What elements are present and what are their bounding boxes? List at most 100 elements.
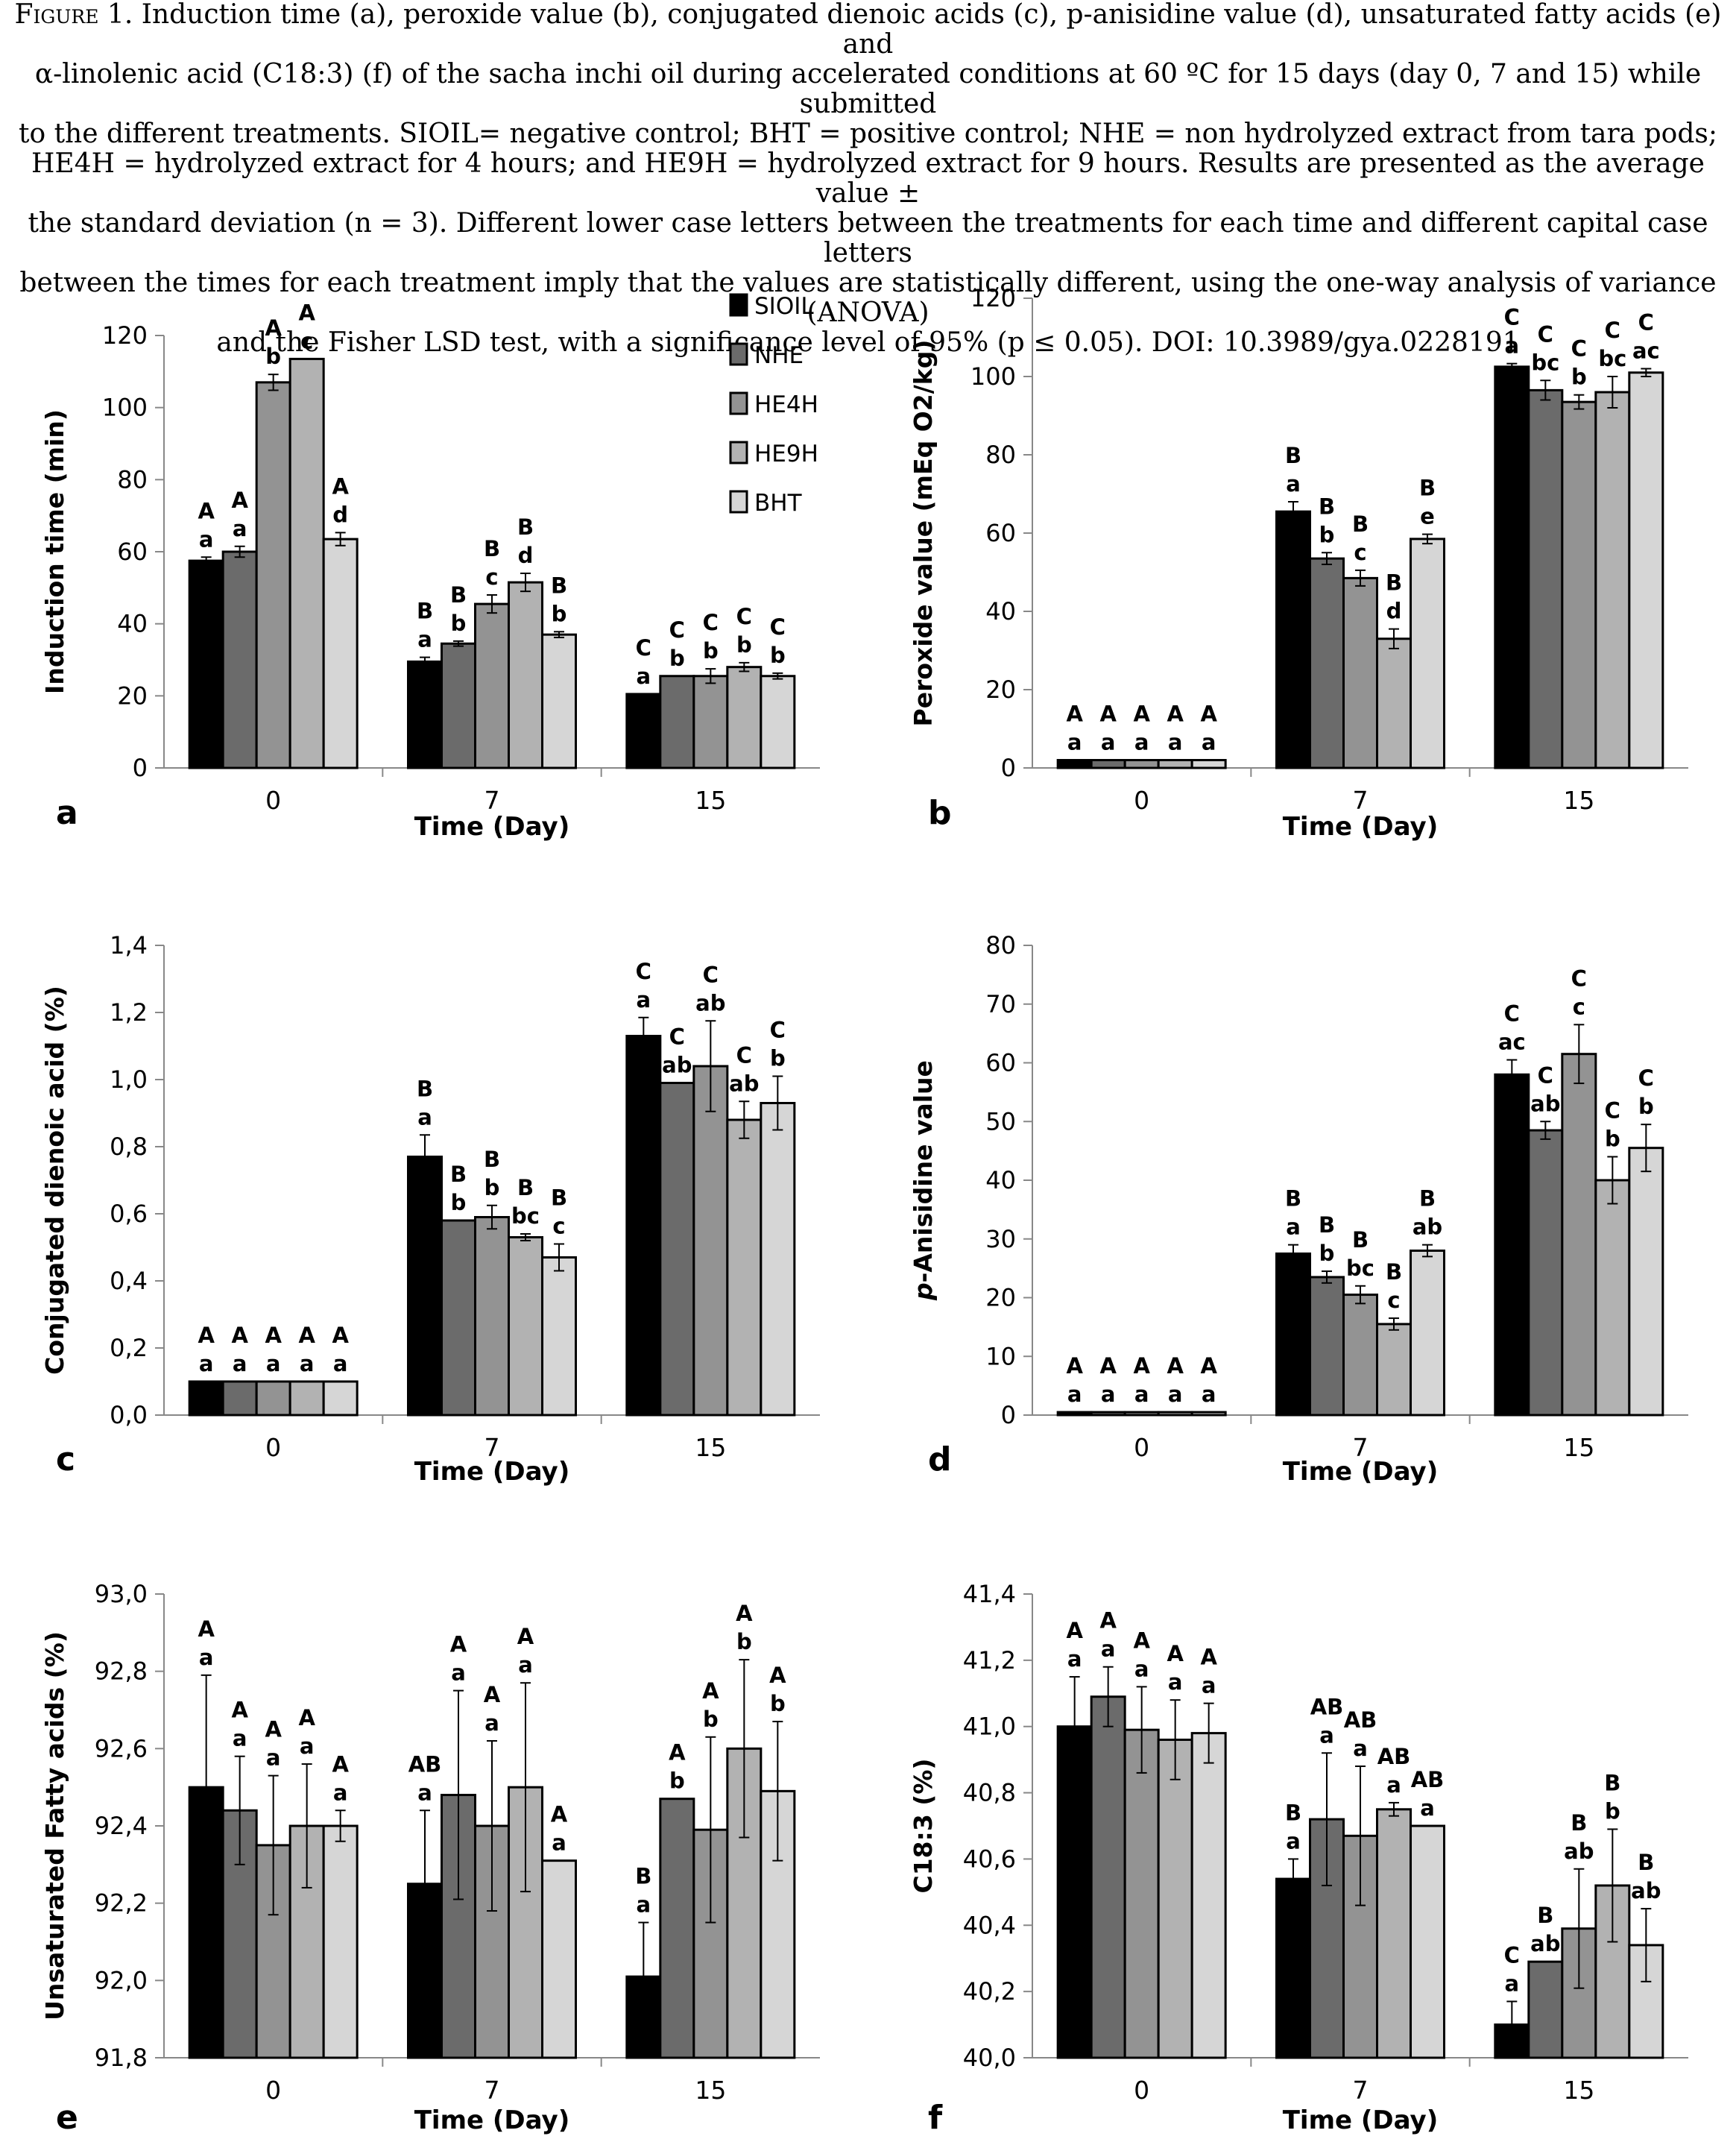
bar-he4h [1123,1728,1160,2059]
x-axis-title: Time (Day) [414,812,570,842]
significance-letter-lower: a [417,1780,432,1805]
significance-letter-lower: a [199,526,214,552]
significance-letter-capital: A [332,1323,349,1348]
significance-letter-lower: d [332,502,348,527]
bar-sioil [188,1380,224,1417]
significance-letter-capital: B [417,599,433,624]
bar-nhe [1309,557,1345,769]
legend-label: HE9H [754,441,818,467]
significance-letter-lower: a [417,1104,432,1130]
x-axis-title: Time (Day) [414,1457,570,1487]
significance-letter-capital: B [1352,511,1369,537]
bar-nhe [659,1082,695,1417]
x-category-label: 0 [1134,786,1149,815]
significance-letter-capital: B [1571,1810,1587,1836]
x-category-label: 7 [1353,2076,1369,2105]
caption-text-1: Induction time (a), peroxide value (b), … [141,0,1722,60]
significance-letter-capital: A [265,1717,282,1742]
y-tick-label: 60 [985,519,1016,547]
x-category-label: 15 [1563,1433,1594,1462]
y-tick-label: 40,2 [963,1977,1016,2006]
x-category-label: 15 [695,786,726,815]
x-category-label: 0 [265,1433,281,1462]
bar-sioil [1056,1725,1093,2059]
bar-sioil [407,1156,443,1417]
x-category-label: 15 [695,1433,726,1462]
significance-letter-lower: bc [1531,350,1559,375]
significance-letter-lower: ab [695,990,725,1015]
significance-letter-capital: B [1319,494,1335,519]
significance-letter-lower: b [669,1768,685,1794]
legend-label: HE4H [754,391,818,418]
significance-letter-capital: A [198,1616,215,1642]
significance-letter-capital: A [1066,1353,1083,1379]
bar-he9h [1376,1808,1412,2059]
significance-letter-lower: e [1420,504,1435,529]
bar-sioil [1056,759,1093,769]
bar-bht [322,1824,359,2059]
y-tick-label: 70 [985,990,1016,1018]
significance-letter-capital: B [484,536,500,561]
significance-letter-capital: A [1200,702,1217,727]
significance-letter-lower: b [1605,1127,1620,1152]
significance-letter-lower: a [1168,1382,1183,1407]
significance-letter-capital: C [1638,310,1654,336]
significance-letter-capital: AB [408,1751,442,1777]
bar-nhe [221,550,258,769]
significance-letter-lower: b [552,601,567,626]
significance-letter-capital: A [450,1632,467,1657]
significance-letter-capital: B [1352,1227,1369,1253]
bar-he9h [508,1236,543,1417]
y-tick-label: 40 [985,597,1016,626]
significance-letter-lower: bc [1346,1256,1374,1281]
bar-he9h [288,357,325,769]
bar-he9h [1594,391,1631,769]
bar-he9h [508,581,543,769]
significance-letter-lower: ab [1631,1878,1661,1903]
x-axis-title: Time (Day) [1283,2105,1439,2135]
bar-nhe [659,1798,695,2059]
y-tick-label: 80 [117,465,148,494]
significance-letter-lower: a [1420,1795,1435,1821]
legend-swatch-he9h [729,441,748,464]
bar-bht [760,1102,796,1417]
bar-nhe [221,1380,258,1417]
significance-letter-lower: a [484,1710,499,1736]
significance-letter-lower: ac [1498,1030,1526,1055]
significance-letter-lower: b [451,611,467,636]
bar-he4h [255,1380,291,1417]
significance-letter-capital: AB [1411,1767,1445,1792]
bar-he9h [1376,637,1412,769]
bar-bht [1190,1732,1227,2059]
bar-sioil [407,660,443,769]
significance-letter-capital: A [484,1682,501,1707]
legend-label: SIOIL [754,293,814,320]
significance-letter-lower: c [300,328,313,353]
significance-letter-capital: A [198,498,215,523]
y-tick-label: 0 [1001,754,1016,782]
significance-letter-capital: B [450,1162,467,1187]
bar-he4h [255,381,291,769]
significance-letter-lower: b [1638,1094,1654,1119]
bar-he9h [1376,1323,1412,1417]
bar-bht [1628,371,1664,769]
significance-letter-capital: B [551,573,567,598]
y-axis-title: Unsaturated Fatty acids (%) [40,1631,69,2020]
x-axis-title: Time (Day) [1283,1457,1439,1487]
legend-swatch-he4h [729,391,748,415]
bar-he9h [726,666,763,769]
bar-sioil [625,1035,662,1417]
significance-letter-lower: bc [1598,346,1626,371]
significance-letter-capital: B [450,582,467,608]
significance-letter-capital: A [1133,702,1150,727]
bar-he9h [288,1380,325,1417]
significance-letter-lower: a [1067,730,1082,755]
y-tick-label: 50 [985,1107,1016,1135]
significance-letter-lower: a [1168,730,1183,755]
significance-letter-lower: b [265,344,281,369]
bar-bht [322,538,359,769]
significance-letter-lower: c [552,1214,565,1239]
significance-letter-capital: A [298,1323,315,1348]
significance-letter-capital: C [736,604,752,629]
y-tick-label: 93,0 [95,1580,148,1608]
